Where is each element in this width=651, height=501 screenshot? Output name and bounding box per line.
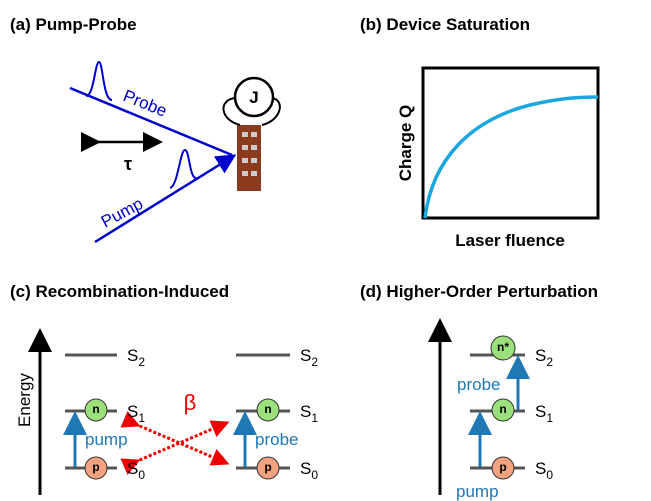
- x-axis-label: Laser fluence: [455, 231, 565, 250]
- particle: n: [264, 402, 271, 416]
- level-label: S0: [127, 459, 145, 482]
- arrow-label: probe: [457, 375, 500, 394]
- level-label: S1: [300, 402, 318, 425]
- level-label: S0: [300, 459, 318, 482]
- level-index: 1: [138, 411, 145, 425]
- y-axis-label: Charge Q: [396, 105, 415, 182]
- level-label: S2: [300, 346, 318, 369]
- probe-label: Probe: [121, 86, 170, 121]
- arrow-label: probe: [255, 430, 298, 449]
- level-symbol: S: [535, 346, 546, 365]
- panel-title: (d) Higher-Order Perturbation: [360, 282, 598, 301]
- arrow-label: pump: [456, 482, 499, 501]
- levels: [470, 336, 525, 479]
- level-symbol: S: [535, 402, 546, 421]
- particle: n: [92, 402, 99, 416]
- level-label: S0: [535, 459, 553, 482]
- panel-title: (b) Device Saturation: [360, 15, 530, 34]
- level-symbol: S: [127, 346, 138, 365]
- level-index: 2: [546, 355, 553, 369]
- level-index: 0: [546, 468, 553, 482]
- level-index: 1: [546, 411, 553, 425]
- particle: p: [264, 460, 271, 474]
- device-label: J: [249, 88, 258, 107]
- figure: (a) Pump-Probe J Probe Pump τ (b) Device…: [0, 0, 651, 501]
- level-label: S1: [127, 402, 145, 425]
- particle: p: [92, 460, 99, 474]
- level-index: 0: [138, 468, 145, 482]
- level-index: 2: [138, 355, 145, 369]
- level-symbol: S: [300, 346, 311, 365]
- level-index: 1: [311, 411, 318, 425]
- level-symbol: S: [127, 402, 138, 421]
- level-label: S1: [535, 402, 553, 425]
- level-label: S2: [127, 346, 145, 369]
- particle: n*: [497, 340, 509, 354]
- level-symbol: S: [127, 459, 138, 478]
- delay-label: τ: [124, 154, 132, 174]
- saturation-curve: [425, 97, 598, 218]
- coupling-label: β: [184, 390, 197, 415]
- panel-title: (a) Pump-Probe: [10, 15, 137, 34]
- particle: n: [499, 402, 506, 416]
- level-symbol: S: [300, 459, 311, 478]
- arrow-label: pump: [85, 430, 128, 449]
- axis-label: Energy: [15, 373, 34, 427]
- level-index: 0: [311, 468, 318, 482]
- particle: p: [499, 460, 506, 474]
- level-symbol: S: [300, 402, 311, 421]
- panel-title: (c) Recombination-Induced: [10, 282, 229, 301]
- level-symbol: S: [535, 459, 546, 478]
- level-label: S2: [535, 346, 553, 369]
- plot-frame: [423, 68, 598, 218]
- level-index: 2: [311, 355, 318, 369]
